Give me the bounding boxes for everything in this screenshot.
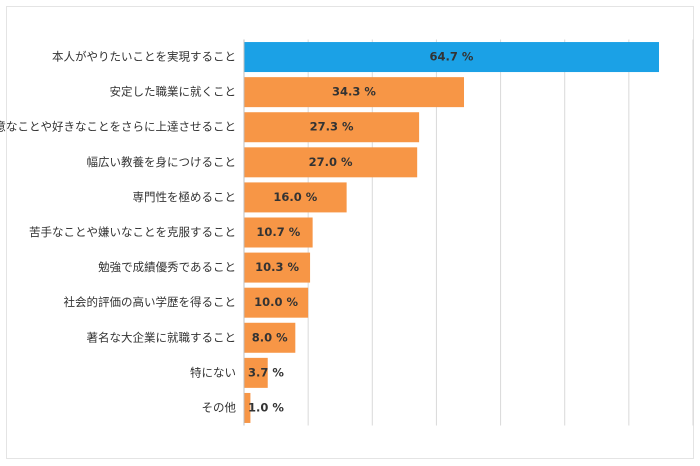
bar (244, 42, 660, 73)
category-label: 著名な大企業に就職すること (87, 330, 237, 344)
bar (244, 287, 309, 318)
bar (244, 217, 313, 248)
category-label: 専門性を極めること (133, 190, 237, 204)
value-label: 27.0 % (309, 155, 353, 169)
bar (244, 322, 296, 353)
category-label: 本人がやりたいことを実現すること (52, 50, 236, 64)
bar (244, 392, 251, 423)
value-label: 8.0 % (252, 330, 288, 344)
category-label: 特にない (190, 365, 236, 379)
value-label: 10.0 % (254, 295, 298, 309)
value-label: 10.7 % (256, 225, 300, 239)
category-label: 得意なことや好きなことをさらに上達させること (0, 120, 236, 134)
category-label: 社会的評価の高い学歴を得ること (64, 295, 237, 309)
bar (244, 182, 347, 213)
bar (244, 112, 420, 143)
category-label: 安定した職業に就くこと (110, 85, 237, 99)
category-label: 勉強で成績優秀であること (98, 260, 236, 274)
category-label: 幅広い教養を身につけること (87, 155, 237, 169)
value-label: 1.0 % (248, 400, 284, 414)
bar (244, 357, 268, 388)
bar (244, 252, 311, 283)
value-label: 16.0 % (273, 190, 317, 204)
bar (244, 147, 418, 178)
category-label: 苦手なことや嫌いなことを克服すること (29, 225, 236, 239)
value-label: 64.7 % (430, 50, 474, 64)
value-label: 3.7 % (248, 365, 284, 379)
value-label: 10.3 % (255, 260, 299, 274)
value-label: 27.3 % (310, 120, 354, 134)
category-label: その他 (202, 400, 237, 414)
value-label: 34.3 % (332, 85, 376, 99)
bar (244, 77, 465, 108)
